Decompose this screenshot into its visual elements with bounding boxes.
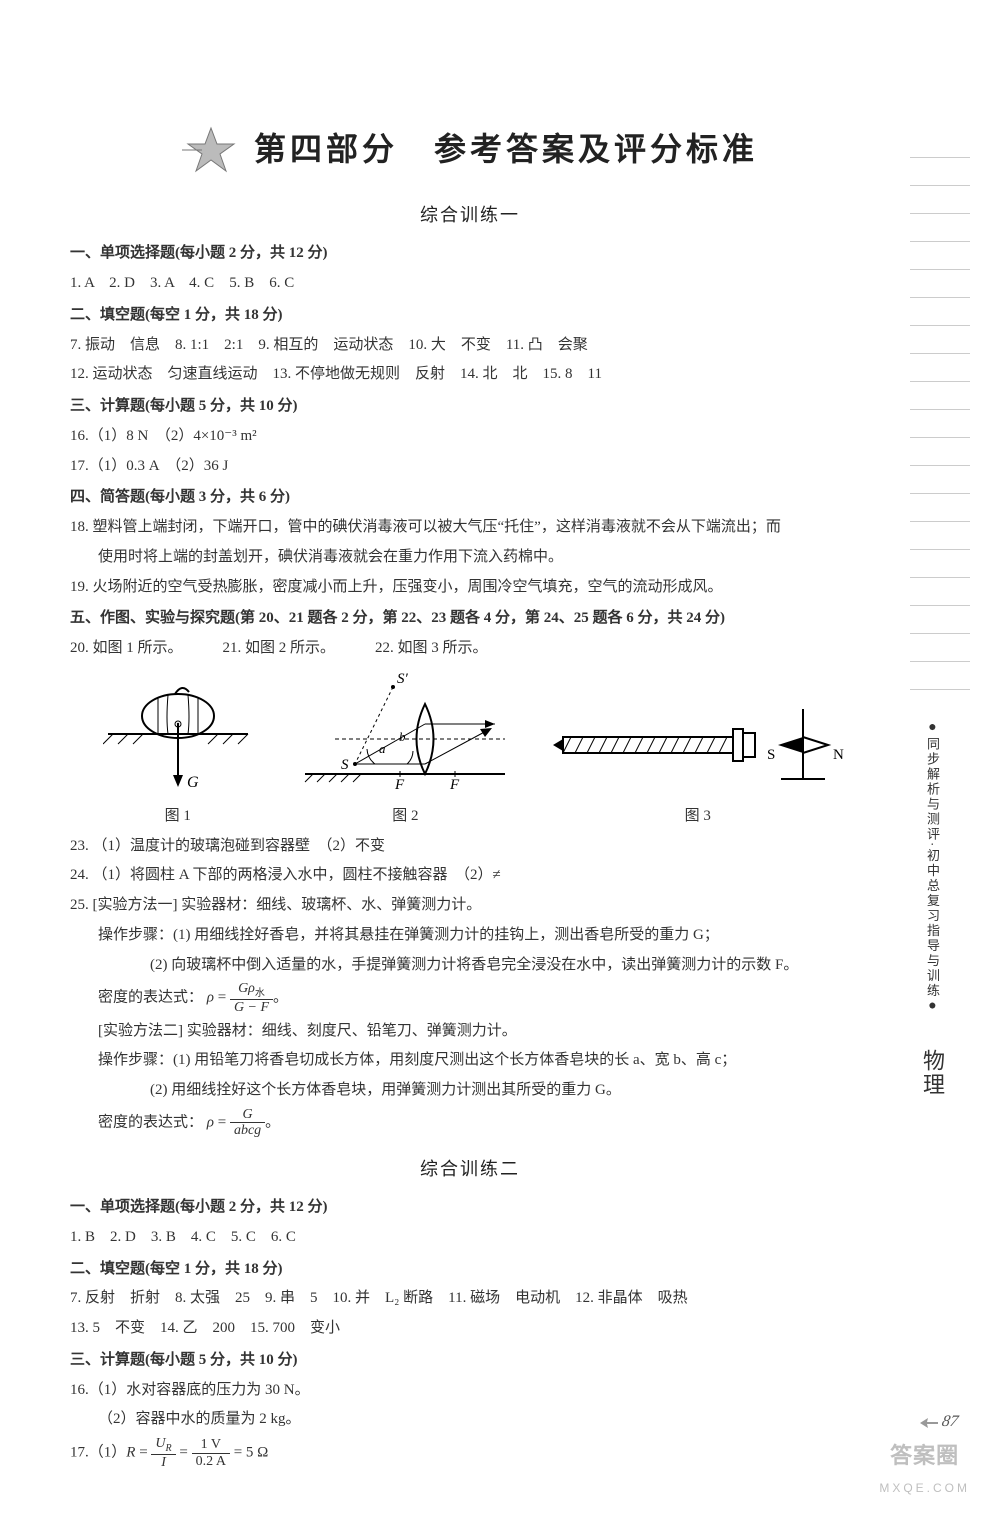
t1-s2-l2: 12. 运动状态 匀速直线运动 13. 不停地做无规则 反射 14. 北 北 1… — [70, 361, 870, 389]
t1-s1-answers: 1. A 2. D 3. A 4. C 5. B 6. C — [70, 270, 870, 298]
sidebar-subject: 物理 — [915, 1049, 950, 1097]
svg-text:a: a — [379, 741, 386, 756]
t2-section-2: 二、填空题(每空 1 分，共 18 分) — [70, 1256, 870, 1284]
t2-section-3: 三、计算题(每小题 5 分，共 10 分) — [70, 1347, 870, 1375]
sidebar-label: ●同步解析与测评·初中总复习指导与训练● 物理 — [915, 720, 950, 1097]
t1-q20: 20. 如图 1 所示。 — [70, 635, 183, 663]
t1-q25c: (2) 向玻璃杯中倒入适量的水，手提弹簧测力计将香皂完全浸没在水中，读出弹簧测力… — [70, 952, 870, 980]
t1-q18b: 使用时将上端的封盖划开，碘伏消毒液就会在重力作用下流入药棉中。 — [70, 544, 870, 572]
title-text: 第四部分 参考答案及评分标准 — [254, 120, 758, 179]
t2-s2-l2: 13. 5 不变 14. 乙 200 15. 700 变小 — [70, 1315, 870, 1343]
diagram-row: G 图 1 S S′ — [70, 669, 870, 831]
t1-s3-l1: 16.（1）8 N （2）4×10⁻³ m² — [70, 423, 870, 451]
t1-section-1: 一、单项选择题(每小题 2 分，共 12 分) — [70, 240, 870, 268]
t2-s1-ans: 1. B 2. D 3. B 4. C 5. C 6. C — [70, 1224, 870, 1252]
t1-q24: 24. （1）将圆柱 A 下部的两格浸入水中，圆柱不接触容器 （2）≠ — [70, 862, 870, 890]
t1-q18a: 18. 塑料管上端封闭，下端开口，管中的碘伏消毒液可以被大气压“托住”，这样消毒… — [70, 514, 870, 542]
t1-s3-l2: 17.（1）0.3 A （2）36 J — [70, 453, 870, 481]
t1-q25a: 25. [实验方法一] 实验器材：细线、玻璃杯、水、弹簧测力计。 — [70, 892, 870, 920]
page: ●同步解析与测评·初中总复习指导与训练● 物理 第四部分 参考答案及评分标准 综… — [0, 0, 1000, 1517]
subhead-1: 综合训练一 — [70, 199, 870, 232]
t1-q25h: 密度的表达式： ρ = G abcg 。 — [70, 1107, 870, 1139]
t1-q25f: 操作步骤：(1) 用铅笔刀将香皂切成长方体，用刻度尺测出这个长方体香皂块的长 a… — [70, 1047, 870, 1075]
watermark-url: MXQE.COM — [879, 1477, 970, 1499]
t1-q25d: 密度的表达式： ρ = Gρ水 G − F 。 — [70, 981, 870, 1015]
svg-text:F: F — [394, 777, 405, 793]
t1-q19: 19. 火场附近的空气受热膨胀，密度减小而上升，压强变小，周围冷空气填充，空气的… — [70, 574, 870, 602]
fraction-3: UR I — [151, 1436, 175, 1470]
sidebar-text: 同步解析与测评·初中总复习指导与训练 — [925, 737, 940, 998]
figure-3: S N 图 3 — [525, 689, 870, 831]
t1-section-2: 二、填空题(每空 1 分，共 18 分) — [70, 302, 870, 330]
star-icon — [182, 126, 240, 174]
subhead-2: 综合训练二 — [70, 1153, 870, 1186]
figure-1: G 图 1 — [70, 679, 285, 831]
svg-text:b: b — [399, 729, 406, 744]
t1-q21: 21. 如图 2 所示。 — [223, 635, 336, 663]
t1-q25g: (2) 用细线拴好这个长方体香皂块，用弹簧测力计测出其所受的重力 G。 — [70, 1077, 870, 1105]
svg-text:N: N — [833, 747, 844, 763]
caption-1: 图 1 — [70, 803, 285, 831]
caption-2: 图 2 — [295, 803, 515, 831]
caption-3: 图 3 — [525, 803, 870, 831]
t1-q22: 22. 如图 3 所示。 — [375, 635, 488, 663]
t2-q16b: （2）容器中水的质量为 2 kg。 — [70, 1406, 870, 1434]
fraction-1: Gρ水 G − F — [230, 981, 273, 1015]
t2-q16a: 16.（1）水对容器底的压力为 30 N。 — [70, 1377, 870, 1405]
t1-q23: 23. （1）温度计的玻璃泡碰到容器壁 （2）不变 — [70, 833, 870, 861]
t2-section-1: 一、单项选择题(每小题 2 分，共 12 分) — [70, 1194, 870, 1222]
t1-section-4: 四、简答题(每小题 3 分，共 6 分) — [70, 484, 870, 512]
svg-text:F: F — [449, 777, 460, 793]
watermark-title: 答案圈 — [879, 1436, 970, 1477]
t1-section-3: 三、计算题(每小题 5 分，共 10 分) — [70, 393, 870, 421]
t2-s2-l1: 7. 反射 折射 8. 太强 25 9. 串 5 10. 并 L₂ 断路 11.… — [70, 1285, 870, 1313]
page-title: 第四部分 参考答案及评分标准 — [70, 120, 870, 179]
watermark: 答案圈 MXQE.COM — [879, 1436, 970, 1499]
margin-rulelines — [910, 130, 970, 690]
fraction-2: G abcg — [230, 1107, 265, 1139]
t1-section-5: 五、作图、实验与探究题(第 20、21 题各 2 分，第 22、23 题各 4 … — [70, 605, 870, 633]
t1-q25e: [实验方法二] 实验器材：细线、刻度尺、铅笔刀、弹簧测力计。 — [70, 1018, 870, 1046]
svg-text:S: S — [341, 757, 349, 773]
fraction-4: 1 V 0.2 A — [192, 1437, 230, 1469]
t1-s2-l1: 7. 振动 信息 8. 1:1 2:1 9. 相互的 运动状态 10. 大 不变… — [70, 332, 870, 360]
figure-2: S S′ a b F F — [295, 669, 515, 831]
t2-q17: 17.（1）R = UR I = 1 V 0.2 A = 5 Ω — [70, 1436, 870, 1470]
svg-text:S′: S′ — [397, 671, 409, 687]
svg-text:G: G — [187, 774, 199, 791]
svg-text:S: S — [767, 747, 775, 763]
t1-q25b: 操作步骤：(1) 用细线拴好香皂，并将其悬挂在弹簧测力计的挂钩上，测出香皂所受的… — [70, 922, 870, 950]
page-number: 87 — [920, 1407, 958, 1437]
